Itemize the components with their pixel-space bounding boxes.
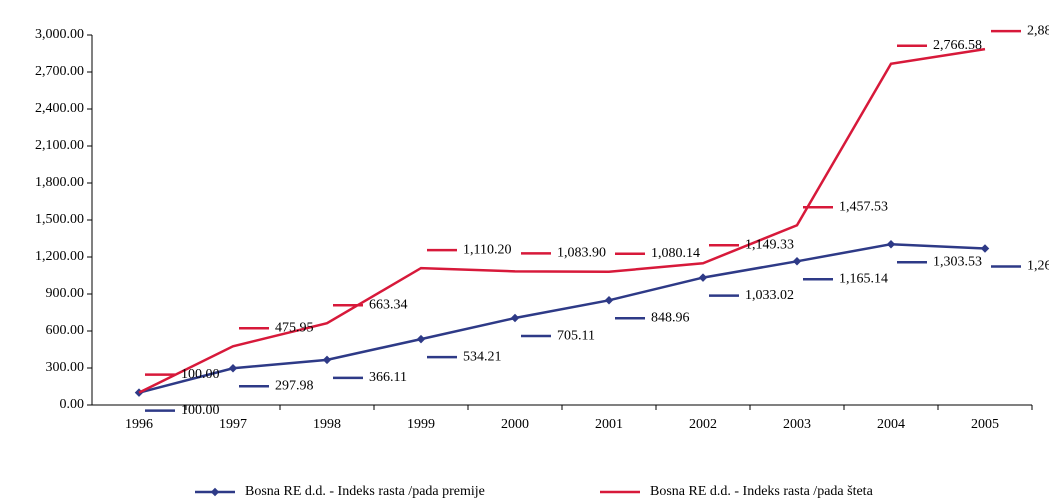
data-label: 1,149.33 — [745, 237, 794, 252]
x-tick-label: 2001 — [595, 417, 623, 432]
point-marker — [510, 313, 520, 323]
x-tick-label: 2002 — [689, 417, 717, 432]
data-label: 366.11 — [369, 370, 407, 385]
data-label: 100.00 — [181, 403, 220, 418]
point-marker — [886, 239, 896, 249]
data-label: 1,165.14 — [839, 272, 888, 287]
point-marker — [792, 257, 802, 266]
data-label: 1,110.20 — [463, 242, 511, 257]
y-tick-label: 2,100.00 — [35, 138, 84, 153]
point-marker — [416, 334, 426, 344]
x-tick-label: 2003 — [783, 417, 811, 432]
y-tick-label: 600.00 — [46, 323, 85, 338]
y-tick-label: 2,700.00 — [35, 64, 84, 79]
y-tick-label: 0.00 — [60, 397, 85, 412]
data-label: 1,080.14 — [651, 246, 700, 261]
point-marker — [980, 244, 990, 253]
legend-label: Bosna RE d.d. - Indeks rasta /pada šteta — [650, 484, 874, 499]
data-label: 1,268.92 — [1027, 259, 1049, 274]
point-marker — [322, 355, 332, 365]
x-tick-label: 2004 — [877, 417, 905, 432]
y-tick-label: 3,000.00 — [35, 27, 84, 42]
data-label: 1,033.02 — [745, 288, 794, 303]
y-tick-label: 300.00 — [46, 360, 85, 375]
x-tick-label: 2000 — [501, 417, 529, 432]
data-label: 534.21 — [463, 349, 502, 364]
data-label: 1,083.90 — [557, 246, 606, 261]
y-tick-label: 900.00 — [46, 286, 85, 301]
data-label: 2,885.57 — [1027, 23, 1049, 38]
data-label: 100.00 — [181, 367, 220, 382]
data-label: 663.34 — [369, 297, 408, 312]
data-label: 1,303.53 — [933, 254, 982, 269]
x-tick-label: 1997 — [219, 417, 247, 432]
x-tick-label: 2005 — [971, 417, 999, 432]
data-label: 1,457.53 — [839, 199, 888, 214]
y-tick-label: 1,200.00 — [35, 249, 84, 264]
legend-marker — [210, 487, 220, 497]
data-label: 475.95 — [275, 321, 314, 336]
data-label: 848.96 — [651, 311, 690, 326]
series-line — [138, 47, 986, 394]
x-tick-label: 1996 — [125, 417, 153, 432]
point-marker — [604, 296, 614, 305]
data-label: 297.98 — [275, 378, 314, 393]
y-tick-label: 1,500.00 — [35, 212, 84, 227]
data-label: 705.11 — [557, 328, 595, 343]
y-tick-label: 1,800.00 — [35, 175, 84, 190]
x-tick-label: 1999 — [407, 417, 435, 432]
y-tick-label: 2,400.00 — [35, 101, 84, 116]
series-line — [138, 242, 986, 394]
x-tick-label: 1998 — [313, 417, 341, 432]
point-marker — [228, 364, 238, 373]
point-marker — [698, 273, 708, 282]
data-label: 2,766.58 — [933, 38, 982, 53]
legend-label: Bosna RE d.d. - Indeks rasta /pada premi… — [245, 484, 485, 499]
